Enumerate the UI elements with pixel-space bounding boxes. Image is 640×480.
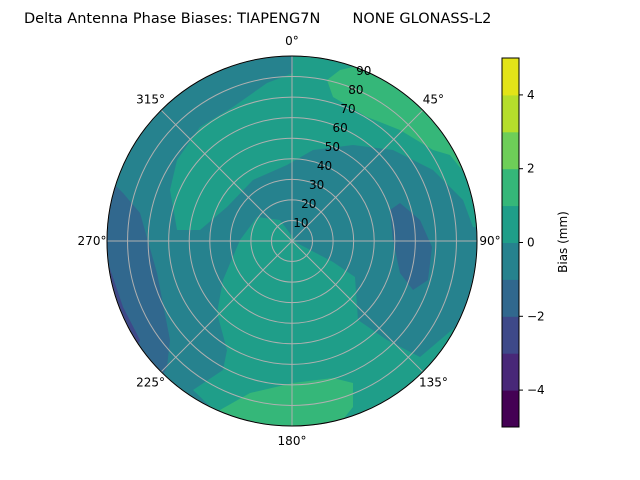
angular-tick-label: 315° bbox=[136, 93, 165, 107]
colorbar-tick-label: 0 bbox=[527, 236, 535, 250]
radial-tick-label: 80 bbox=[348, 83, 363, 97]
radial-tick-label: 10 bbox=[293, 216, 308, 230]
colorbar-segment bbox=[502, 316, 519, 354]
angular-tick-label: 0° bbox=[285, 34, 299, 48]
colorbar-segment bbox=[502, 242, 519, 280]
colorbar: 4 2 0 −2 −4 bbox=[501, 57, 545, 428]
grid-spoke bbox=[160, 240, 293, 373]
polar-frame bbox=[106, 55, 478, 427]
polar-grid bbox=[106, 55, 478, 427]
colorbar-segment bbox=[502, 279, 519, 317]
angular-tick-label: 90° bbox=[479, 234, 500, 248]
angular-tick-label: 135° bbox=[419, 375, 448, 389]
radial-tick-label: 90 bbox=[356, 64, 371, 78]
radial-tick-label: 50 bbox=[325, 140, 340, 154]
angular-tick-label: 45° bbox=[423, 93, 444, 107]
colorbar-segment bbox=[502, 131, 519, 170]
radial-tick-label: 40 bbox=[317, 159, 332, 173]
radial-tick-labels: 10 20 30 40 50 60 70 80 90 bbox=[293, 64, 371, 230]
colorbar-segment bbox=[502, 390, 519, 428]
radial-tick-label: 20 bbox=[301, 197, 316, 211]
chart-title: Delta Antenna Phase Biases: TIAPENG7N NO… bbox=[24, 11, 491, 27]
colorbar-tick-label: −2 bbox=[527, 309, 545, 323]
radial-tick-label: 70 bbox=[340, 102, 355, 116]
colorbar-tick-label: 2 bbox=[527, 162, 535, 176]
colorbar-tick-label: 4 bbox=[527, 88, 535, 102]
colorbar-tick-label: −4 bbox=[527, 383, 545, 397]
colorbar-segment bbox=[502, 205, 519, 243]
colorbar-label: Bias (mm) bbox=[556, 211, 570, 273]
radial-tick-label: 60 bbox=[333, 121, 348, 135]
contour-region-east-low bbox=[390, 203, 432, 290]
colorbar-segment bbox=[502, 353, 519, 391]
angular-tick-label: 225° bbox=[136, 375, 165, 389]
angular-tick-label: 270° bbox=[78, 234, 107, 248]
radial-tick-label: 30 bbox=[309, 178, 324, 192]
colorbar-segment bbox=[502, 94, 519, 133]
grid-spoke bbox=[291, 240, 424, 373]
grid-spoke bbox=[160, 109, 293, 242]
angular-tick-label: 180° bbox=[278, 434, 307, 448]
colorbar-segment bbox=[502, 58, 519, 96]
colorbar-segment bbox=[502, 168, 519, 207]
angular-tick-labels: 0° 45° 90° 135° 180° 225° 270° 315° bbox=[78, 34, 501, 448]
grid-spoke bbox=[291, 109, 424, 242]
